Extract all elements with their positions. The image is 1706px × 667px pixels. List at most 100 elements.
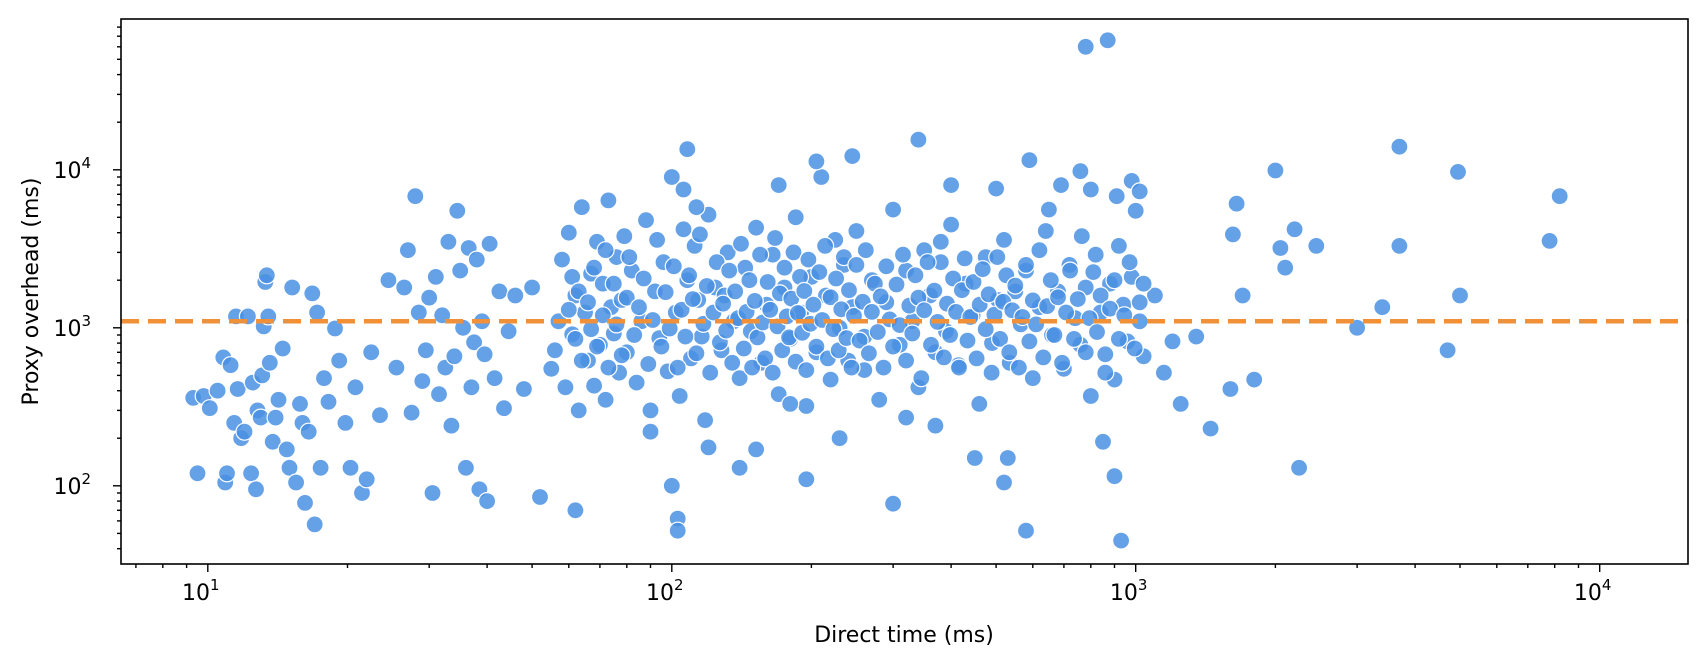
data-point xyxy=(522,278,542,297)
data-point xyxy=(641,401,660,420)
data-point xyxy=(726,282,745,301)
data-point xyxy=(494,399,514,418)
data-point xyxy=(758,272,777,292)
data-point xyxy=(1221,379,1240,399)
data-point xyxy=(246,480,266,499)
data-point xyxy=(295,493,315,512)
data-point xyxy=(1373,298,1392,317)
data-point xyxy=(701,363,720,382)
data-point xyxy=(572,198,591,217)
data-point xyxy=(874,358,893,377)
data-point xyxy=(720,261,739,280)
data-point xyxy=(1125,339,1144,358)
data-point xyxy=(341,458,360,477)
data-point xyxy=(1233,286,1252,305)
data-point xyxy=(451,261,470,280)
data-point xyxy=(346,378,365,397)
data-point xyxy=(994,473,1014,492)
data-point xyxy=(596,241,615,260)
data-point xyxy=(299,422,318,441)
data-point xyxy=(1064,329,1084,348)
data-point xyxy=(679,266,699,285)
data-point xyxy=(330,351,349,370)
data-point xyxy=(1245,370,1264,389)
data-point xyxy=(940,325,960,345)
data-point xyxy=(1134,274,1153,293)
data-point xyxy=(821,288,840,307)
x-tick-label: 101 xyxy=(182,576,220,606)
data-point xyxy=(941,215,961,234)
data-point xyxy=(1071,162,1090,181)
data-point xyxy=(990,329,1010,348)
data-point xyxy=(949,358,969,377)
data-point xyxy=(750,245,770,264)
data-point xyxy=(842,358,861,377)
data-point xyxy=(786,208,805,227)
data-point xyxy=(530,487,550,507)
data-point xyxy=(629,298,649,317)
data-point xyxy=(890,316,909,335)
data-point xyxy=(674,180,693,199)
data-point xyxy=(797,470,816,489)
data-point xyxy=(283,278,302,297)
data-point xyxy=(998,448,1017,468)
data-point xyxy=(370,406,390,425)
data-point xyxy=(765,228,785,248)
data-point xyxy=(559,223,578,242)
data-point xyxy=(1052,353,1072,372)
data-point xyxy=(303,284,322,303)
data-point xyxy=(746,440,766,459)
data-point xyxy=(1009,358,1029,377)
data-point xyxy=(599,358,618,377)
data-point xyxy=(1390,236,1409,255)
data-point xyxy=(620,248,639,267)
data-point xyxy=(988,248,1007,267)
data-point xyxy=(1130,293,1149,312)
data-point xyxy=(263,432,282,451)
data-point xyxy=(634,269,653,288)
data-point xyxy=(756,349,775,368)
data-point xyxy=(269,390,288,409)
data-point xyxy=(1550,187,1569,206)
data-point xyxy=(1084,263,1103,282)
data-point xyxy=(896,408,916,427)
data-point xyxy=(883,337,903,356)
data-point xyxy=(740,271,759,290)
data-point xyxy=(596,390,615,409)
data-point xyxy=(672,300,691,319)
data-point xyxy=(826,269,846,288)
data-point xyxy=(617,288,636,307)
data-point xyxy=(514,379,534,399)
data-point xyxy=(795,281,814,301)
data-point xyxy=(273,339,292,358)
data-point xyxy=(426,267,445,286)
data-point xyxy=(934,348,954,367)
data-point xyxy=(625,325,644,345)
data-point xyxy=(1120,253,1139,272)
data-point xyxy=(955,249,974,268)
data-point xyxy=(769,176,788,195)
data-point xyxy=(545,341,565,360)
data-point xyxy=(674,220,693,239)
data-point xyxy=(1016,521,1036,540)
data-point xyxy=(883,200,903,219)
data-point xyxy=(357,470,376,489)
data-point xyxy=(542,359,561,378)
data-point xyxy=(314,369,334,388)
data-point xyxy=(566,329,585,348)
data-point xyxy=(821,370,840,389)
data-point xyxy=(847,255,866,274)
data-point xyxy=(1056,303,1076,322)
data-point xyxy=(200,399,219,418)
data-point xyxy=(221,356,240,375)
data-point xyxy=(887,275,906,294)
data-point xyxy=(1045,325,1064,345)
data-point xyxy=(745,291,764,310)
data-point xyxy=(217,464,237,483)
data-point xyxy=(1000,343,1019,362)
data-point xyxy=(612,346,631,365)
data-point xyxy=(1076,37,1095,56)
data-point xyxy=(723,353,742,372)
data-point xyxy=(1448,162,1468,181)
data-point xyxy=(387,358,406,377)
